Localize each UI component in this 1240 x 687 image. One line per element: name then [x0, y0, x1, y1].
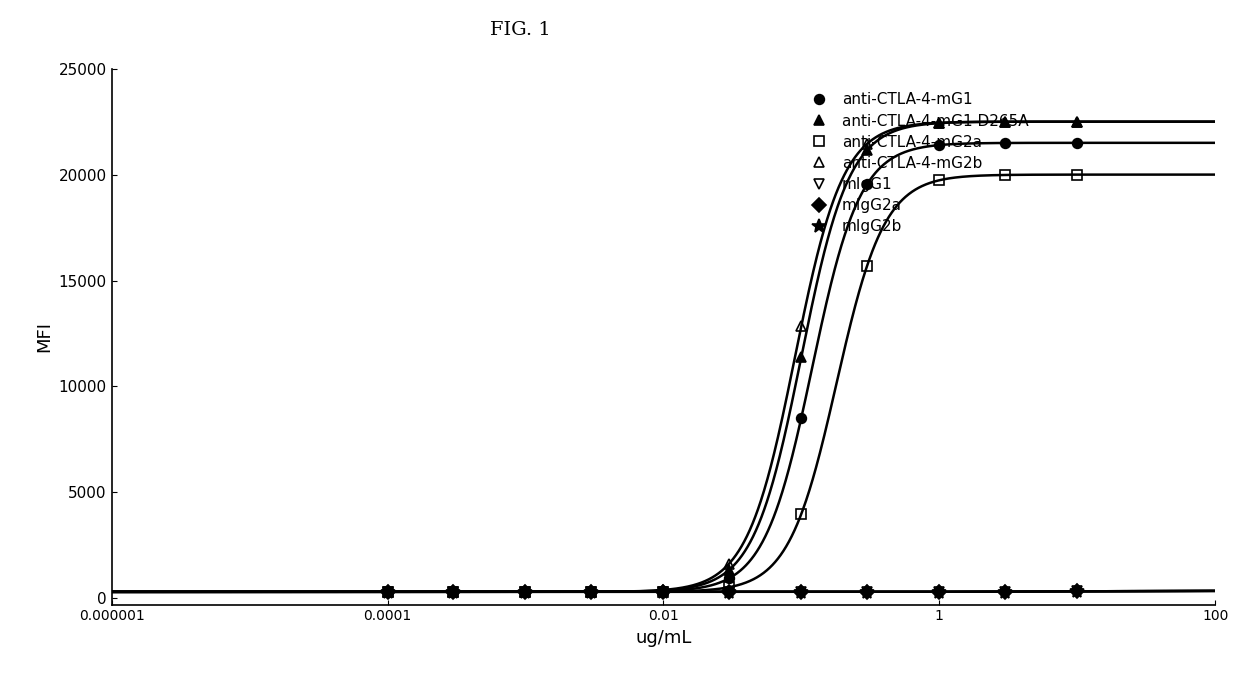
Y-axis label: MFI: MFI: [35, 321, 53, 352]
anti-CTLA-4-mG2a: [446, 588, 461, 596]
mIgG1: [859, 587, 874, 596]
mIgG2b: [859, 587, 874, 596]
Legend: anti-CTLA-4-mG1, anti-CTLA-4-mG1 D265A, anti-CTLA-4-mG2a, anti-CTLA-4-mG2b, mIgG: anti-CTLA-4-mG1, anti-CTLA-4-mG1 D265A, …: [804, 93, 1028, 234]
anti-CTLA-4-mG2a: [722, 583, 737, 592]
mIgG2b: [722, 587, 737, 596]
Line: anti-CTLA-4-mG1: anti-CTLA-4-mG1: [383, 138, 1083, 597]
anti-CTLA-4-mG2a: [656, 587, 671, 596]
anti-CTLA-4-mG1: [1070, 139, 1085, 147]
anti-CTLA-4-mG1: [859, 180, 874, 188]
anti-CTLA-4-mG2b: [656, 586, 671, 594]
mIgG2a: [1070, 587, 1085, 596]
mIgG1: [794, 587, 808, 596]
mIgG2a: [932, 587, 947, 596]
mIgG1: [998, 587, 1013, 596]
mIgG2b: [794, 587, 808, 596]
anti-CTLA-4-mG1 D265A: [446, 588, 461, 596]
anti-CTLA-4-mG2b: [794, 322, 808, 330]
mIgG2b: [446, 588, 461, 596]
mIgG2b: [656, 588, 671, 596]
mIgG2a: [656, 588, 671, 596]
anti-CTLA-4-mG2a: [794, 510, 808, 518]
mIgG2b: [518, 588, 533, 596]
anti-CTLA-4-mG2b: [998, 117, 1013, 126]
anti-CTLA-4-mG1: [722, 574, 737, 583]
mIgG1: [932, 587, 947, 596]
mIgG1: [518, 588, 533, 596]
anti-CTLA-4-mG2b: [722, 559, 737, 567]
anti-CTLA-4-mG1: [794, 414, 808, 422]
mIgG2b: [932, 587, 947, 596]
anti-CTLA-4-mG1: [379, 588, 394, 596]
mIgG1: [446, 588, 461, 596]
Line: mIgG2a: mIgG2a: [383, 587, 1083, 597]
mIgG2b: [1070, 587, 1085, 596]
mIgG2b: [998, 587, 1013, 596]
anti-CTLA-4-mG1: [446, 588, 461, 596]
anti-CTLA-4-mG1 D265A: [656, 586, 671, 594]
anti-CTLA-4-mG1 D265A: [998, 117, 1013, 126]
anti-CTLA-4-mG1 D265A: [859, 146, 874, 154]
anti-CTLA-4-mG1: [584, 587, 599, 596]
mIgG1: [722, 587, 737, 596]
mIgG2a: [518, 588, 533, 596]
mIgG2a: [998, 587, 1013, 596]
anti-CTLA-4-mG2a: [584, 587, 599, 596]
anti-CTLA-4-mG1: [932, 141, 947, 149]
anti-CTLA-4-mG1 D265A: [932, 119, 947, 127]
anti-CTLA-4-mG2a: [998, 171, 1013, 179]
anti-CTLA-4-mG2a: [932, 176, 947, 184]
Line: anti-CTLA-4-mG1 D265A: anti-CTLA-4-mG1 D265A: [383, 117, 1083, 597]
Line: anti-CTLA-4-mG2a: anti-CTLA-4-mG2a: [383, 170, 1083, 597]
anti-CTLA-4-mG2b: [859, 139, 874, 148]
anti-CTLA-4-mG1 D265A: [1070, 117, 1085, 126]
anti-CTLA-4-mG1: [518, 587, 533, 596]
anti-CTLA-4-mG2b: [518, 587, 533, 596]
mIgG2a: [794, 587, 808, 596]
mIgG2b: [584, 588, 599, 596]
anti-CTLA-4-mG1 D265A: [379, 588, 394, 596]
anti-CTLA-4-mG1: [656, 587, 671, 595]
mIgG2a: [584, 588, 599, 596]
anti-CTLA-4-mG1 D265A: [722, 565, 737, 574]
mIgG1: [379, 588, 394, 596]
anti-CTLA-4-mG1: [998, 139, 1013, 147]
anti-CTLA-4-mG2a: [518, 588, 533, 596]
mIgG1: [1070, 587, 1085, 596]
anti-CTLA-4-mG1 D265A: [518, 587, 533, 596]
mIgG1: [656, 588, 671, 596]
mIgG2b: [379, 588, 394, 596]
anti-CTLA-4-mG2a: [1070, 170, 1085, 179]
X-axis label: ug/mL: ug/mL: [635, 629, 692, 647]
anti-CTLA-4-mG1 D265A: [794, 352, 808, 361]
anti-CTLA-4-mG2a: [379, 588, 394, 596]
anti-CTLA-4-mG2b: [584, 587, 599, 596]
anti-CTLA-4-mG2b: [1070, 117, 1085, 126]
Text: FIG. 1: FIG. 1: [491, 21, 551, 38]
Line: anti-CTLA-4-mG2b: anti-CTLA-4-mG2b: [383, 117, 1083, 597]
mIgG2a: [859, 587, 874, 596]
mIgG2a: [379, 588, 394, 596]
anti-CTLA-4-mG1 D265A: [584, 587, 599, 596]
anti-CTLA-4-mG2b: [932, 119, 947, 127]
anti-CTLA-4-mG2b: [379, 588, 394, 596]
anti-CTLA-4-mG2a: [859, 262, 874, 270]
anti-CTLA-4-mG2b: [446, 588, 461, 596]
mIgG1: [584, 588, 599, 596]
mIgG2a: [446, 588, 461, 596]
mIgG2a: [722, 587, 737, 596]
Line: mIgG2b: mIgG2b: [381, 585, 1084, 599]
Line: mIgG1: mIgG1: [383, 587, 1083, 597]
